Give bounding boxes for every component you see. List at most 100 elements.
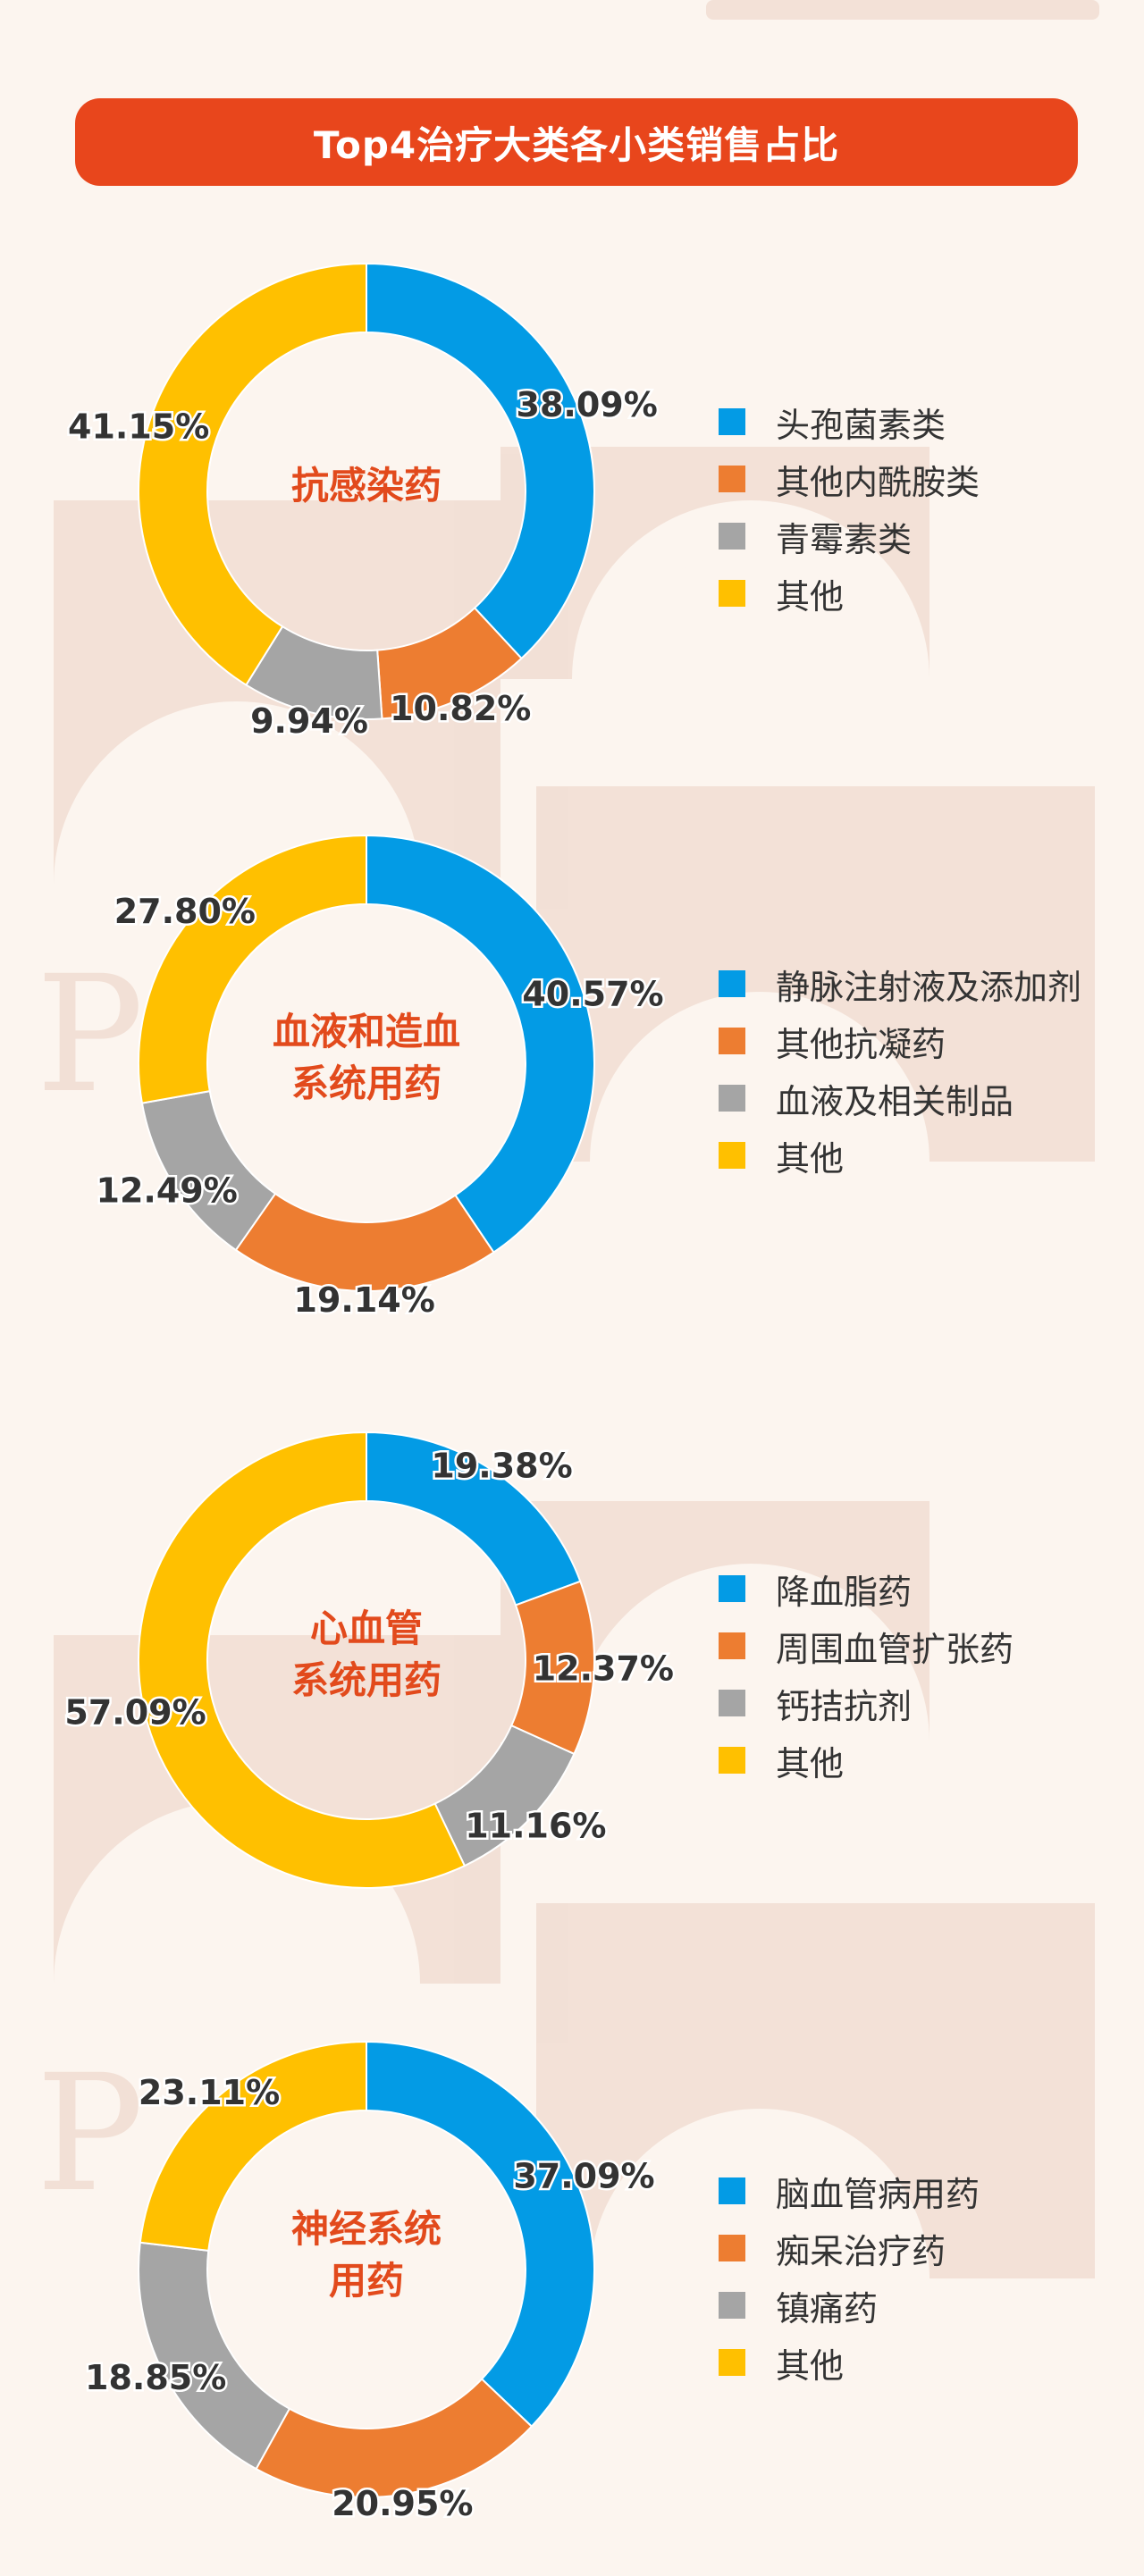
slice-value-label: 12.49% (97, 1171, 238, 1211)
donut-chart-svg: 38.09% 10.82% 9.94% 41.15% (66, 262, 660, 743)
legend-item: 其他 (719, 565, 980, 622)
legend-label: 钙拮抗剂 (776, 1686, 913, 1726)
slice-value-label: 18.85% (85, 2358, 226, 2397)
legend-swatch (719, 466, 745, 492)
legend-item: 其他内酰胺类 (719, 450, 980, 508)
legend-swatch (719, 523, 745, 550)
donut-slice (366, 262, 595, 660)
page-title-banner: Top4治疗大类各小类销售占比 (75, 98, 1078, 186)
donut-center-label: 血液和造血 系统用药 (259, 1006, 474, 1110)
slice-value-label: 20.95% (332, 2484, 473, 2523)
donut-slice (138, 1431, 467, 1889)
page-title: Top4治疗大类各小类销售占比 (313, 122, 840, 167)
legend-label: 镇痛药 (776, 2288, 879, 2328)
slice-value-label: 9.94% (250, 701, 368, 741)
donut-chart-cardiovascular: 19.38% 12.37% 11.16% 57.09% 心血管 系统用药 降血脂药 周… (0, 1410, 1144, 1910)
slice-value-label: 10.82% (390, 689, 531, 728)
legend: 静脉注射液及添加剂 其他抗凝药 血液及相关制品 其他 (719, 955, 1081, 1184)
legend: 头孢菌素类 其他内酰胺类 青霉素类 其他 (719, 393, 980, 622)
legend-item: 头孢菌素类 (719, 393, 980, 450)
donut-chart-svg: 19.38% 12.37% 11.16% 57.09% (63, 1431, 676, 1889)
donut-center-label: 抗感染药 (259, 460, 474, 512)
legend-item: 其他 (719, 2334, 980, 2391)
slice-value-label: 19.14% (294, 1280, 435, 1320)
donut-center-label: 神经系统 用药 (259, 2203, 474, 2307)
legend-label: 其他内酰胺类 (776, 462, 980, 502)
legend-label: 脑血管病用药 (776, 2174, 980, 2214)
legend-item: 脑血管病用药 (719, 2162, 980, 2219)
slice-value-label: 19.38% (431, 1447, 572, 1486)
legend-swatch (719, 580, 745, 607)
donut-slice (366, 2040, 595, 2429)
legend-label: 其他 (776, 576, 845, 617)
legend-item: 血液及相关制品 (719, 1070, 1081, 1127)
svg-text:P: P (36, 2041, 144, 2228)
donut-slice (255, 2378, 534, 2498)
svg-text:P: P (36, 942, 144, 1129)
donut-chart-anti-infective: 38.09% 10.82% 9.94% 41.15% 抗感染药 头孢菌素类 其他内酰胺… (0, 241, 1144, 743)
legend-swatch (719, 1085, 745, 1112)
legend-label: 血液及相关制品 (776, 1081, 1014, 1121)
donut-center-label: 心血管 系统用药 (259, 1603, 474, 1707)
legend-label: 降血脂药 (776, 1572, 913, 1612)
legend-item: 降血脂药 (719, 1560, 1014, 1617)
legend-swatch (719, 1632, 745, 1659)
legend-item: 镇痛药 (719, 2277, 980, 2334)
legend-swatch (719, 970, 745, 997)
slice-value-label: 11.16% (465, 1806, 606, 1845)
donut-slice (138, 262, 367, 686)
slice-value-label: 41.15% (68, 407, 209, 446)
donut-chart-svg: 40.57% 19.14% 12.49% 27.80% (94, 834, 666, 1322)
legend-swatch (719, 408, 745, 435)
center-label-line: 系统用药 (290, 1061, 442, 1105)
legend-swatch (719, 2292, 745, 2319)
legend-swatch (719, 1690, 745, 1716)
donut-chart-svg: 37.09% 20.95% 18.85% 23.11% (83, 2040, 657, 2525)
center-label-line: 系统用药 (290, 1658, 442, 1702)
legend-item: 其他抗凝药 (719, 1012, 1081, 1070)
legend-item: 钙拮抗剂 (719, 1674, 1014, 1732)
slice-value-label: 23.11% (139, 2073, 280, 2112)
legend-label: 周围血管扩张药 (776, 1629, 1014, 1669)
legend-label: 静脉注射液及添加剂 (776, 967, 1082, 1007)
donut-slice (366, 834, 595, 1254)
slice-value-label: 27.80% (114, 892, 256, 931)
legend-item: 痴呆治疗药 (719, 2219, 980, 2277)
legend-swatch (719, 2177, 745, 2204)
legend-swatch (719, 2235, 745, 2261)
donut-slice (138, 834, 367, 1104)
center-label-line: 神经系统 (290, 2207, 442, 2251)
legend-swatch (719, 1747, 745, 1774)
donut-slice (139, 2040, 367, 2253)
donut-slice (234, 1192, 495, 1292)
legend: 脑血管病用药 痴呆治疗药 镇痛药 其他 (719, 2162, 980, 2391)
legend-item: 静脉注射液及添加剂 (719, 955, 1081, 1012)
legend-label: 头孢菌素类 (776, 405, 946, 445)
slice-value-label: 38.09% (517, 385, 658, 424)
donut-chart-nervous-system: 37.09% 20.95% 18.85% 23.11% 神经系统 用药 脑血管病用药 … (0, 2019, 1144, 2525)
legend-item: 周围血管扩张药 (719, 1617, 1014, 1674)
slice-value-label: 40.57% (522, 975, 663, 1014)
legend-swatch (719, 2349, 745, 2376)
slice-value-label: 12.37% (533, 1649, 674, 1688)
center-label-line: 心血管 (309, 1607, 423, 1650)
legend-label: 其他 (776, 1138, 845, 1179)
center-label-line: 抗感染药 (290, 464, 442, 508)
legend-item: 青霉素类 (719, 508, 980, 565)
legend-label: 痴呆治疗药 (776, 2231, 946, 2271)
legend-label: 其他抗凝药 (776, 1024, 946, 1064)
slice-value-label: 57.09% (64, 1693, 206, 1733)
legend-item: 其他 (719, 1732, 1014, 1789)
donut-chart-blood: 40.57% 19.14% 12.49% 27.80% 血液和造血 系统用药 静脉注射… (0, 813, 1144, 1322)
legend: 降血脂药 周围血管扩张药 钙拮抗剂 其他 (719, 1560, 1014, 1789)
legend-label: 青霉素类 (776, 519, 913, 559)
legend-swatch (719, 1575, 745, 1602)
legend-swatch (719, 1142, 745, 1169)
legend-item: 其他 (719, 1127, 1081, 1184)
center-label-line: 用药 (328, 2259, 404, 2303)
legend-label: 其他 (776, 1743, 845, 1783)
slice-value-label: 37.09% (513, 2156, 654, 2195)
legend-swatch (719, 1028, 745, 1054)
legend-label: 其他 (776, 2345, 845, 2386)
center-label-line: 血液和造血 (272, 1010, 460, 1053)
